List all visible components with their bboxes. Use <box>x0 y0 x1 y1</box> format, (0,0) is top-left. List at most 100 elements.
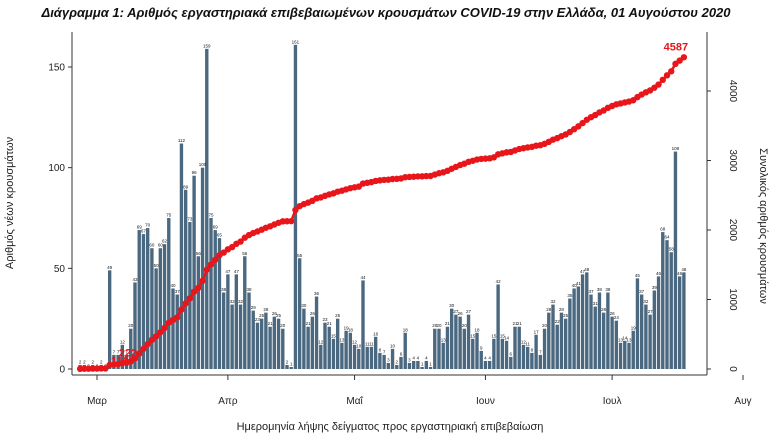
y-axis-left-title: Αριθμός νέων κρουσμάτων <box>4 136 16 269</box>
bar <box>441 342 445 369</box>
cumulative-point <box>292 206 299 214</box>
bar-value-label: 26 <box>610 311 616 316</box>
cumulative-point <box>195 284 202 291</box>
bar-value-label: 47 <box>234 269 240 274</box>
bar-value-label: 36 <box>314 291 320 296</box>
bar <box>601 312 606 369</box>
bar <box>585 272 589 369</box>
bar <box>310 316 315 369</box>
bar-value-label: 13 <box>441 337 447 342</box>
bar <box>471 338 475 369</box>
bar-value-label: 40 <box>572 283 578 288</box>
bar-value-label: 8 <box>531 347 534 352</box>
cumulative-point <box>212 256 219 263</box>
bar <box>648 314 652 369</box>
left-tick-label: 50 <box>54 264 66 275</box>
bar-value-label: 26 <box>458 311 464 316</box>
bar-value-label: 47 <box>225 269 231 274</box>
bar-value-label: 3 <box>387 357 390 362</box>
bar <box>171 288 175 369</box>
bar-value-label: 2 <box>92 359 95 364</box>
cumulative-point <box>680 54 688 61</box>
right-tick-label: 3000 <box>727 149 738 172</box>
bar-value-label: 25 <box>335 313 341 318</box>
bar <box>348 332 353 369</box>
bar <box>542 328 547 369</box>
bar-value-label: 62 <box>162 239 168 244</box>
cumulative-line-group <box>76 54 688 373</box>
bar-value-label: 43 <box>132 277 138 282</box>
bar <box>327 326 331 369</box>
bar-value-label: 6 <box>510 351 513 356</box>
bar-value-label: 21 <box>512 321 518 326</box>
bar <box>580 274 585 369</box>
bar-value-label: 11 <box>365 341 370 346</box>
chart-title: Διάγραμμα 1: Αριθμός εργαστηριακά επιβεβ… <box>40 5 731 20</box>
bar-value-label: 73 <box>187 217 193 222</box>
bar-value-label: 21 <box>327 321 333 326</box>
bar <box>466 314 471 369</box>
bar-value-label: 37 <box>175 289 181 294</box>
bar-value-label: 4 <box>417 355 420 360</box>
bar-value-label: 13 <box>626 337 632 342</box>
bar-value-label: 75 <box>166 213 172 218</box>
bar <box>551 304 555 369</box>
bar <box>314 296 319 369</box>
bar <box>213 230 217 369</box>
cumulative-point <box>190 288 198 295</box>
bars-group <box>78 44 686 369</box>
x-tick-label: Απρ <box>218 396 238 407</box>
x-tick-label: Μαρ <box>87 396 107 407</box>
bar-value-label: 89 <box>183 184 189 189</box>
bar-value-label: 56 <box>196 251 202 256</box>
bar-value-label: 38 <box>605 287 611 292</box>
cumulative-point <box>144 340 151 348</box>
bar-value-label: 25 <box>259 313 265 318</box>
x-ticks-group: Μαρ Απρ Μαΐ Ιουν Ιουλ Αυγ <box>87 375 752 407</box>
bar-value-label: 23 <box>255 317 261 322</box>
bar <box>563 318 568 369</box>
bar-value-label: 30 <box>449 303 455 308</box>
cumulative-point <box>140 345 147 353</box>
bar <box>141 234 146 369</box>
bar <box>378 352 382 369</box>
bar-value-label: 69 <box>213 225 219 230</box>
bar <box>682 272 686 369</box>
bar-value-label: 38 <box>597 287 603 292</box>
bar <box>479 350 483 369</box>
bar-value-label: 21 <box>517 321 523 326</box>
cumulative-point <box>237 238 244 245</box>
bar <box>631 330 635 369</box>
bar <box>179 143 184 369</box>
bar <box>196 256 201 369</box>
bar <box>673 151 678 369</box>
bar <box>390 348 395 369</box>
bar-value-label: 4 <box>425 355 428 360</box>
bar <box>120 344 125 369</box>
bar <box>445 326 450 369</box>
cumulative-point <box>288 217 295 225</box>
bar-value-label: 108 <box>672 146 680 151</box>
bar <box>454 314 458 369</box>
bar-value-label: 60 <box>149 243 155 248</box>
cumulative-point <box>152 333 160 340</box>
bar <box>192 175 196 369</box>
bar-value-label: 4 <box>412 355 415 360</box>
bar-value-label: 7 <box>113 349 116 354</box>
bar <box>521 344 526 369</box>
bar-value-label: 18 <box>403 327 409 332</box>
cumulative-point <box>199 277 206 284</box>
bar-value-label: 2 <box>83 359 86 364</box>
bar <box>437 328 441 369</box>
bar <box>572 288 576 369</box>
bar-value-label: 1 <box>429 361 432 366</box>
bar <box>614 320 619 369</box>
bar-value-label: 8 <box>379 347 382 352</box>
bar <box>424 360 429 369</box>
bar-value-label: 22 <box>555 319 561 324</box>
bar <box>175 294 179 369</box>
bar-value-label: 6 <box>400 351 403 356</box>
bar <box>665 240 669 369</box>
bar-value-label: 44 <box>360 275 366 280</box>
